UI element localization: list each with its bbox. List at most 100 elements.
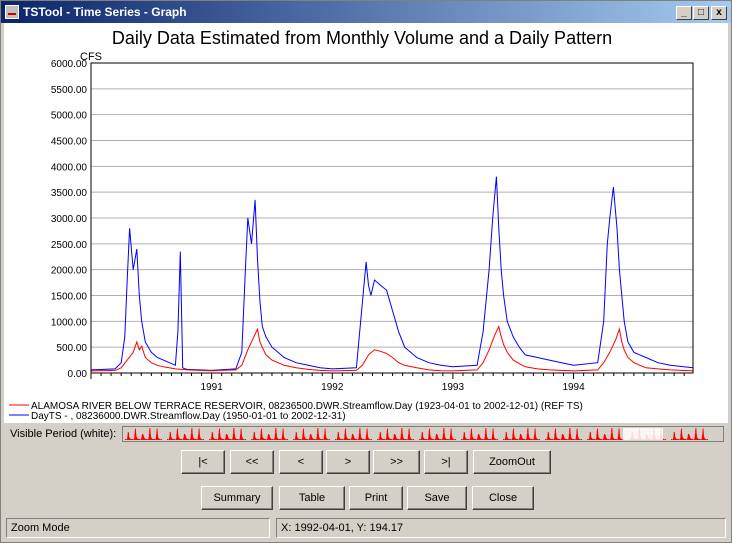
sparkline-bar [447,439,449,440]
sparkline-bar [699,439,701,440]
sparkline-bar [426,439,428,440]
table-button[interactable]: Table [279,486,345,510]
sparkline-bar [573,439,575,440]
sparkline-bar [383,439,385,440]
sparkline-bar [313,439,315,440]
sparkline-bar [388,438,390,440]
sparkline-bar [663,439,665,440]
page-forward-button[interactable]: >> [373,450,420,474]
sparkline-bar [690,438,692,440]
minimize-button[interactable]: _ [676,6,692,20]
sparkline-bar [614,439,616,440]
sparkline-bar [145,439,147,440]
sparkline-bar [390,439,392,440]
sparkline-bar [313,439,315,440]
sparkline-bar [355,439,357,440]
sparkline-bar [620,438,622,440]
sparkline-bar [349,439,351,440]
y-tick-label: 1000.00 [51,317,88,328]
window-title: TSTool - Time Series - Graph [23,5,187,19]
sparkline-bar [689,438,691,440]
sparkline-bar [187,439,189,440]
sparkline-bar [516,439,517,440]
forward-button[interactable]: > [326,450,370,474]
sparkline-bar [494,438,496,440]
sparkline-bar [531,439,533,440]
series-lines [90,176,694,372]
sparkline-bar [269,438,271,440]
sparkline-bar [243,439,245,440]
sparkline-bar [152,439,154,440]
first-button[interactable]: |< [181,450,225,474]
sparkline-bar [523,439,525,440]
sparkline-bar [592,439,594,440]
maximize-button[interactable]: □ [693,6,709,20]
sparkline-bar [278,439,280,440]
sparkline-bar [665,439,666,440]
graph-canvas[interactable]: Daily Data Estimated from Monthly Volume… [4,23,728,423]
sparkline-bar [439,439,441,440]
sparkline-bar [671,439,672,440]
sparkline-bar [432,439,433,440]
sparkline-bar [579,439,581,440]
y-tick-label: 2500.00 [51,240,88,251]
sparkline-bar [705,439,707,440]
sparkline-bar [431,438,433,440]
sparkline-bar [222,439,223,440]
sparkline-bar [678,439,680,440]
sparkline-bar [563,438,565,440]
sparkline-bar [539,439,540,440]
title-bar[interactable]: TSTool - Time Series - Graph _ □ x [1,1,731,23]
sparkline-bar [475,439,477,440]
sparkline-bar [404,439,406,440]
sparkline-bar [489,439,491,440]
page-back-button[interactable]: << [230,450,274,474]
sparkline-bar [187,439,189,440]
sparkline-bar [368,438,370,440]
x-tick-label: 1992 [321,382,344,393]
sparkline-bar [503,439,504,440]
sparkline-bar [346,438,348,440]
sparkline-bar [474,439,475,440]
sparkline-bar [531,439,533,440]
print-button[interactable]: Print [349,486,403,510]
y-tick-label: 3000.00 [51,214,88,225]
sparkline-bar [284,438,286,440]
units-label: CFS [80,51,102,63]
sparkline-bar [279,439,281,440]
sparkline-bar [707,439,708,440]
x-tick-label: 1991 [201,382,224,393]
sparkline-bar [354,438,356,440]
sparkline-bar [136,438,138,440]
sparkline-bar [398,439,400,440]
sparkline-bar [362,439,364,440]
sparkline-bar [178,438,180,440]
close-button[interactable]: Close [472,486,534,510]
app-icon [5,5,19,19]
sparkline-bar [613,438,615,440]
sparkline-bar [607,439,609,440]
sparkline-bar [180,439,181,440]
sparkline-bar [410,438,412,440]
sparkline-bar [389,438,391,440]
sparkline-bar [277,438,278,440]
sparkline-bar [516,439,518,440]
sparkline-bar [578,438,580,440]
sparkline-bar [474,439,476,440]
last-button[interactable]: >| [424,450,468,474]
sparkline-bar [692,439,694,440]
close-window-button[interactable]: x [711,6,727,20]
time-series-chart[interactable]: Daily Data Estimated from Monthly Volume… [4,23,728,423]
sparkline-bar [424,439,426,440]
sparkline-bar [319,438,320,440]
sparkline-bar [572,439,574,440]
back-button[interactable]: < [279,450,323,474]
zoomout-button[interactable]: ZoomOut [473,450,551,474]
save-button[interactable]: Save [407,486,467,510]
summary-button[interactable]: Summary [201,486,273,510]
visible-period-strip[interactable] [122,426,724,442]
sparkline-bar [311,438,313,440]
visible-window-marker[interactable] [623,428,663,440]
sparkline-bar [271,439,273,440]
sparkline-bar [517,439,519,440]
